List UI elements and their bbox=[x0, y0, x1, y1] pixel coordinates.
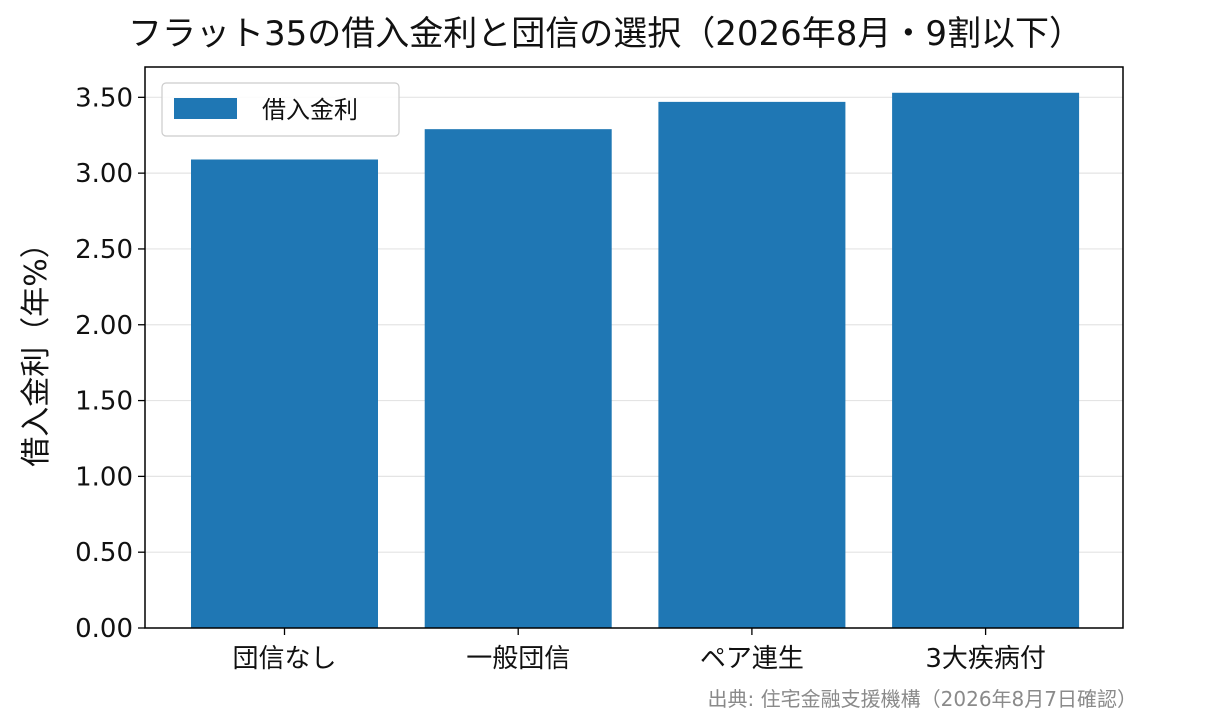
y-tick-label: 2.50 bbox=[75, 235, 133, 265]
x-tick-label: ペア連生 bbox=[700, 644, 804, 674]
chart-title: フラット35の借入金利と団信の選択（2026年8月・9割以下） bbox=[127, 14, 1084, 54]
y-tick-label: 1.50 bbox=[75, 387, 133, 417]
y-tick-label: 1.00 bbox=[75, 462, 133, 492]
x-tick-label: 3大疾病付 bbox=[925, 644, 1046, 674]
legend-swatch bbox=[174, 98, 237, 119]
source-note: 出典: 住宅金融支援機構（2026年8月7日確認） bbox=[707, 687, 1137, 711]
y-axis-ticks: 0.00 0.50 1.00 1.50 2.00 2.50 3.00 3.50 bbox=[75, 83, 145, 644]
y-tick-label: 3.00 bbox=[75, 159, 133, 189]
bar-4[interactable] bbox=[892, 92, 1080, 628]
y-tick-label: 3.50 bbox=[75, 83, 133, 113]
y-tick-label: 0.50 bbox=[75, 538, 133, 568]
x-axis-ticks: 団信なし 一般団信 ペア連生 3大疾病付 bbox=[232, 628, 1046, 674]
bar-2[interactable] bbox=[424, 129, 612, 629]
legend-label: 借入金利 bbox=[262, 96, 358, 124]
plot-area-frame bbox=[144, 66, 1124, 629]
bars bbox=[191, 92, 1080, 629]
y-tick-label: 0.00 bbox=[75, 614, 133, 644]
x-tick-label: 一般団信 bbox=[466, 644, 570, 674]
legend[interactable]: 借入金利 bbox=[161, 82, 400, 137]
legend-box bbox=[161, 82, 400, 137]
bar-3[interactable] bbox=[658, 101, 846, 628]
y-axis-label: 借入金利（年%） bbox=[19, 228, 54, 467]
bar-1[interactable] bbox=[191, 159, 378, 628]
x-tick-label: 団信なし bbox=[232, 644, 336, 674]
y-tick-label: 2.00 bbox=[75, 311, 133, 341]
